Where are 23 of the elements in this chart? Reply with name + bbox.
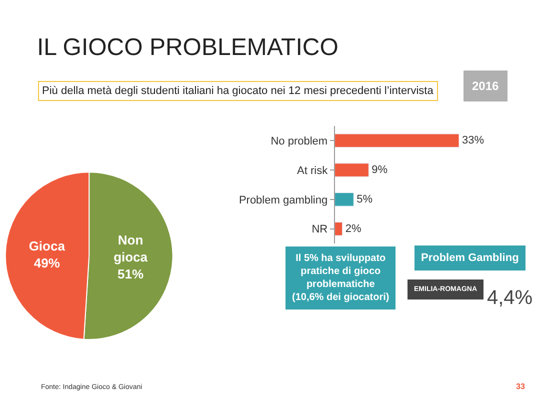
- bar: [334, 134, 459, 148]
- bar: [334, 163, 369, 177]
- y-tick-label: No problem: [270, 135, 328, 148]
- slice-label: Gioca: [28, 238, 66, 254]
- text: Il 5% ha sviluppato pratiche di gioco problematiche (10,6% dei giocatori): [292, 253, 390, 303]
- data-label: 49%: [34, 255, 60, 270]
- data-label: 33%: [462, 134, 484, 147]
- chart-title: IL GIOCO PROBLEMATICO: [37, 34, 338, 61]
- y-tick-label: Problem gambling: [238, 194, 328, 206]
- y-tick-label: At risk: [297, 164, 328, 177]
- bar: [334, 222, 343, 236]
- slice-label: Non gioca: [114, 232, 148, 265]
- text: 2016: [472, 79, 500, 93]
- data-label: 51%: [118, 266, 144, 282]
- bar: [334, 192, 354, 206]
- text: Problem Gambling: [421, 252, 519, 264]
- data-label: 5%: [356, 193, 373, 206]
- text: Più della metà degli studenti italiani ha giocato nei 12 mesi precedenti l’intervista: [42, 85, 434, 97]
- y-tick-label: NR: [312, 224, 328, 236]
- data-label: 2%: [345, 222, 362, 235]
- data-label: 9%: [372, 164, 388, 176]
- text: 4,4%: [487, 287, 533, 309]
- text: 33: [516, 382, 526, 391]
